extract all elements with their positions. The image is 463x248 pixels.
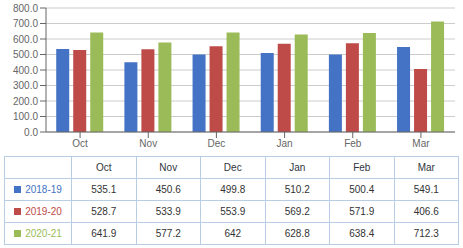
html-text:2018-19: 2018-19: [25, 184, 62, 195]
svg-text:300.0: 300.0: [13, 80, 38, 91]
html-text:406.6: 406.6: [413, 206, 439, 217]
html-text:641.9: 641.9: [91, 228, 117, 239]
html-text:553.9: 553.9: [220, 206, 246, 217]
html-text:549.1: 549.1: [413, 184, 439, 195]
svg-text:400.0: 400.0: [13, 65, 38, 76]
html-text:500.4: 500.4: [349, 184, 375, 195]
html-text:528.7: 528.7: [91, 206, 117, 217]
html-text:499.8: 499.8: [220, 184, 246, 195]
svg-text:Feb: Feb: [344, 138, 362, 149]
svg-text:600.0: 600.0: [13, 34, 38, 45]
html-text:535.1: 535.1: [91, 184, 117, 195]
svg-text:200.0: 200.0: [13, 96, 38, 107]
html-text:Mar: Mar: [417, 162, 435, 173]
html-text:Jan: Jan: [289, 162, 306, 173]
html-text:2020-21: 2020-21: [25, 228, 62, 239]
svg-text:100.0: 100.0: [13, 111, 38, 122]
html-text:510.2: 510.2: [284, 184, 310, 195]
html-text:642: 642: [224, 228, 242, 239]
html-text:Nov: Nov: [159, 162, 178, 173]
svg-text:800.0: 800.0: [13, 3, 38, 14]
svg-text:Jan: Jan: [277, 138, 293, 149]
html-text:2019-20: 2019-20: [25, 206, 62, 217]
html-text:Oct: Oct: [96, 162, 112, 173]
html-text:628.8: 628.8: [284, 228, 310, 239]
svg-text:Dec: Dec: [208, 138, 226, 149]
html-text:569.2: 569.2: [284, 206, 310, 217]
svg-text:500.0: 500.0: [13, 49, 38, 60]
html-text:577.2: 577.2: [155, 228, 181, 239]
html-text:533.9: 533.9: [155, 206, 181, 217]
svg-text:Oct: Oct: [72, 138, 88, 149]
html-text:712.3: 712.3: [413, 228, 439, 239]
svg-text:700.0: 700.0: [13, 18, 38, 29]
html-text:Feb: Feb: [353, 162, 371, 173]
svg-text:0.0: 0.0: [24, 127, 38, 138]
html-text:638.4: 638.4: [349, 228, 375, 239]
svg-text:Mar: Mar: [412, 138, 430, 149]
html-text:571.9: 571.9: [349, 206, 375, 217]
svg-text:Nov: Nov: [139, 138, 157, 149]
html-text:450.6: 450.6: [155, 184, 181, 195]
html-text:Dec: Dec: [223, 162, 242, 173]
